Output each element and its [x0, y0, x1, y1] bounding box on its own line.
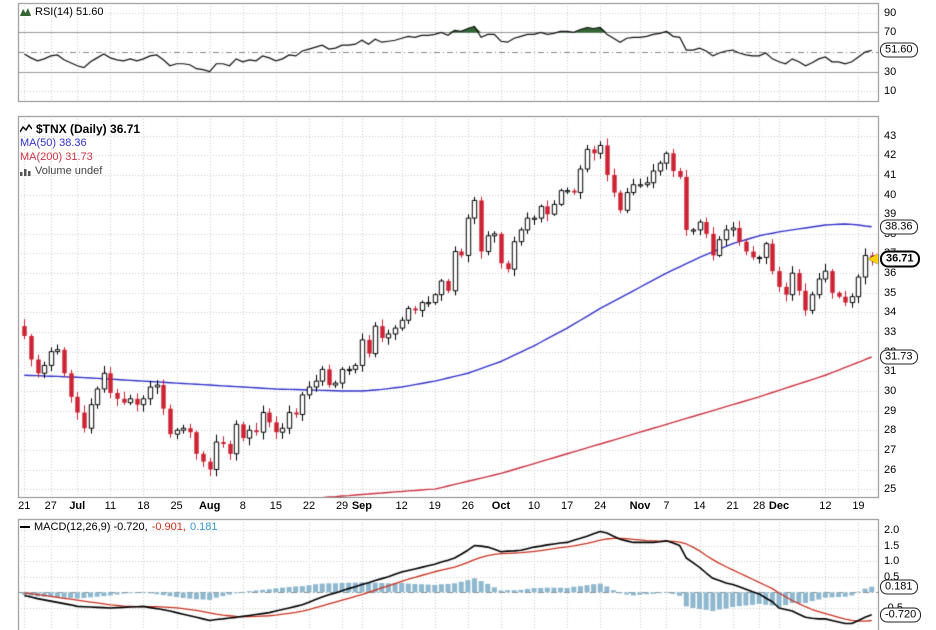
x-axis-label: 26 — [461, 500, 474, 512]
macd-hist-box: 0.181 — [880, 579, 918, 595]
x-axis-label: 28 — [753, 500, 766, 512]
last-price-arrow-icon — [868, 254, 878, 265]
price-axis-label: 29 — [884, 404, 897, 417]
x-axis-label: Sep — [351, 500, 373, 512]
x-axis-label: 14 — [693, 500, 706, 512]
rsi-axis-label: 70 — [884, 26, 897, 39]
macd-axis-label: 1.0 — [884, 555, 900, 568]
price-axis-label: 41 — [884, 168, 897, 181]
price-axis-label: 31 — [884, 365, 897, 378]
macd-value-box: -0.720 — [880, 607, 922, 623]
macd-line-icon — [20, 525, 30, 529]
price-axis-label: 40 — [884, 188, 897, 201]
ma50-label: MA(50) 38.36 — [20, 137, 87, 149]
price-axis-label: 25 — [884, 483, 897, 496]
macd-hist-value: 0.181 — [189, 521, 218, 533]
x-axis-label: 15 — [269, 500, 282, 512]
price-axis-label: 34 — [884, 306, 897, 319]
x-axis-label: 22 — [302, 500, 316, 512]
macd-legend: MACD(12,26,9) -0.720, -0.901, 0.181 — [20, 520, 218, 534]
x-axis-label: 19 — [428, 500, 441, 512]
x-axis-label: 12 — [395, 500, 408, 512]
x-axis-label: 7 — [663, 500, 670, 512]
macd-axis-label: 2.0 — [884, 523, 900, 536]
rsi-axis-label: 10 — [884, 85, 897, 98]
x-axis-label: 19 — [852, 500, 865, 512]
macd-axis-label: 1.5 — [884, 539, 900, 552]
price-axis-label: 36 — [884, 267, 897, 280]
x-axis-label: 12 — [819, 500, 832, 512]
rsi-axis-label: 90 — [884, 6, 897, 19]
x-axis-label: Dec — [768, 500, 790, 512]
rsi-axis-label: 30 — [884, 65, 897, 78]
x-axis-label: 8 — [239, 500, 246, 512]
ma200-label: MA(200) 31.73 — [20, 151, 93, 163]
price-axis-label: 27 — [884, 443, 897, 456]
rsi-legend: RSI(14) 51.60 — [20, 5, 103, 19]
price-axis-label: 30 — [884, 384, 897, 397]
x-axis-label: Oct — [491, 500, 511, 512]
x-axis-label: 21 — [726, 500, 739, 512]
x-axis-label: Jul — [69, 500, 86, 512]
rsi-value-box: 51.60 — [880, 42, 918, 58]
chart-type-icon — [20, 124, 32, 134]
price-axis-label: 26 — [884, 463, 897, 476]
x-axis-label: 27 — [44, 500, 57, 512]
x-axis-label: Aug — [198, 500, 221, 512]
last-price-box: 36.71 — [880, 250, 920, 268]
x-axis-label: 21 — [18, 500, 31, 512]
x-axis-label: 25 — [170, 500, 183, 512]
price-axis-label: 39 — [884, 208, 897, 221]
x-axis-label: 10 — [527, 500, 541, 512]
x-axis-label: 24 — [594, 500, 607, 512]
price-legend: $TNX (Daily) 36.71 MA(50) 38.36 MA(200) … — [20, 122, 140, 178]
symbol-title: $TNX (Daily) 36.71 — [36, 122, 141, 136]
volume-label: Volume undef — [35, 165, 103, 177]
price-axis-label: 43 — [884, 129, 897, 142]
volume-bars-icon — [20, 166, 31, 176]
price-axis-label: 42 — [884, 149, 897, 162]
x-axis-label: Nov — [629, 500, 651, 512]
macd-label: MACD(12,26,9) -0.720, — [34, 521, 148, 533]
macd-signal-value: -0.901, — [151, 521, 186, 533]
x-axis-label: 11 — [104, 500, 117, 512]
ma200-value-box: 31.73 — [880, 349, 918, 365]
ma50-value-box: 38.36 — [880, 219, 918, 235]
rsi-label: RSI(14) 51.60 — [35, 6, 104, 18]
price-axis-label: 35 — [884, 286, 897, 299]
rsi-area-icon — [20, 7, 31, 17]
x-axis-label: 17 — [561, 500, 574, 512]
x-axis-label: 18 — [137, 500, 150, 512]
price-axis-label: 33 — [884, 326, 897, 339]
price-axis-label: 28 — [884, 424, 897, 437]
x-axis-label: 29 — [335, 500, 349, 512]
